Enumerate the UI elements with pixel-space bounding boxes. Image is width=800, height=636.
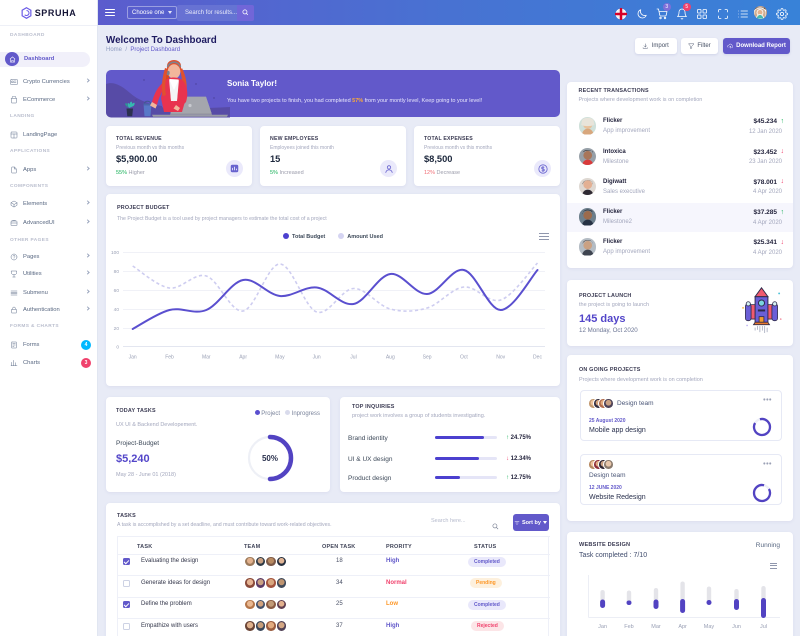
svg-text:Aug: Aug (386, 355, 395, 361)
svg-text:May: May (275, 355, 285, 361)
svg-text:60: 60 (114, 288, 120, 294)
svg-text:Jul: Jul (350, 355, 356, 361)
svg-text:Feb: Feb (624, 624, 633, 630)
svg-text:Dec: Dec (533, 355, 542, 361)
svg-text:Jan: Jan (598, 624, 607, 630)
svg-text:Oct: Oct (460, 355, 468, 361)
svg-text:0: 0 (116, 345, 119, 351)
svg-text:Jul: Jul (760, 624, 767, 630)
svg-text:Nov: Nov (496, 355, 505, 361)
svg-text:Mar: Mar (202, 355, 211, 361)
svg-text:Mar: Mar (651, 624, 661, 630)
svg-text:20: 20 (114, 326, 120, 332)
svg-text:Feb: Feb (165, 355, 174, 361)
svg-text:Jun: Jun (732, 624, 741, 630)
svg-text:May: May (704, 624, 715, 630)
svg-text:Apr: Apr (678, 624, 687, 630)
svg-text:Apr: Apr (239, 355, 247, 361)
svg-text:50%: 50% (262, 454, 278, 463)
svg-text:Sep: Sep (423, 355, 432, 361)
svg-text:Jan: Jan (129, 355, 137, 361)
svg-text:100: 100 (111, 250, 119, 256)
svg-text:40: 40 (114, 307, 120, 313)
svg-text:Jun: Jun (313, 355, 321, 361)
svg-text:80: 80 (114, 269, 120, 275)
